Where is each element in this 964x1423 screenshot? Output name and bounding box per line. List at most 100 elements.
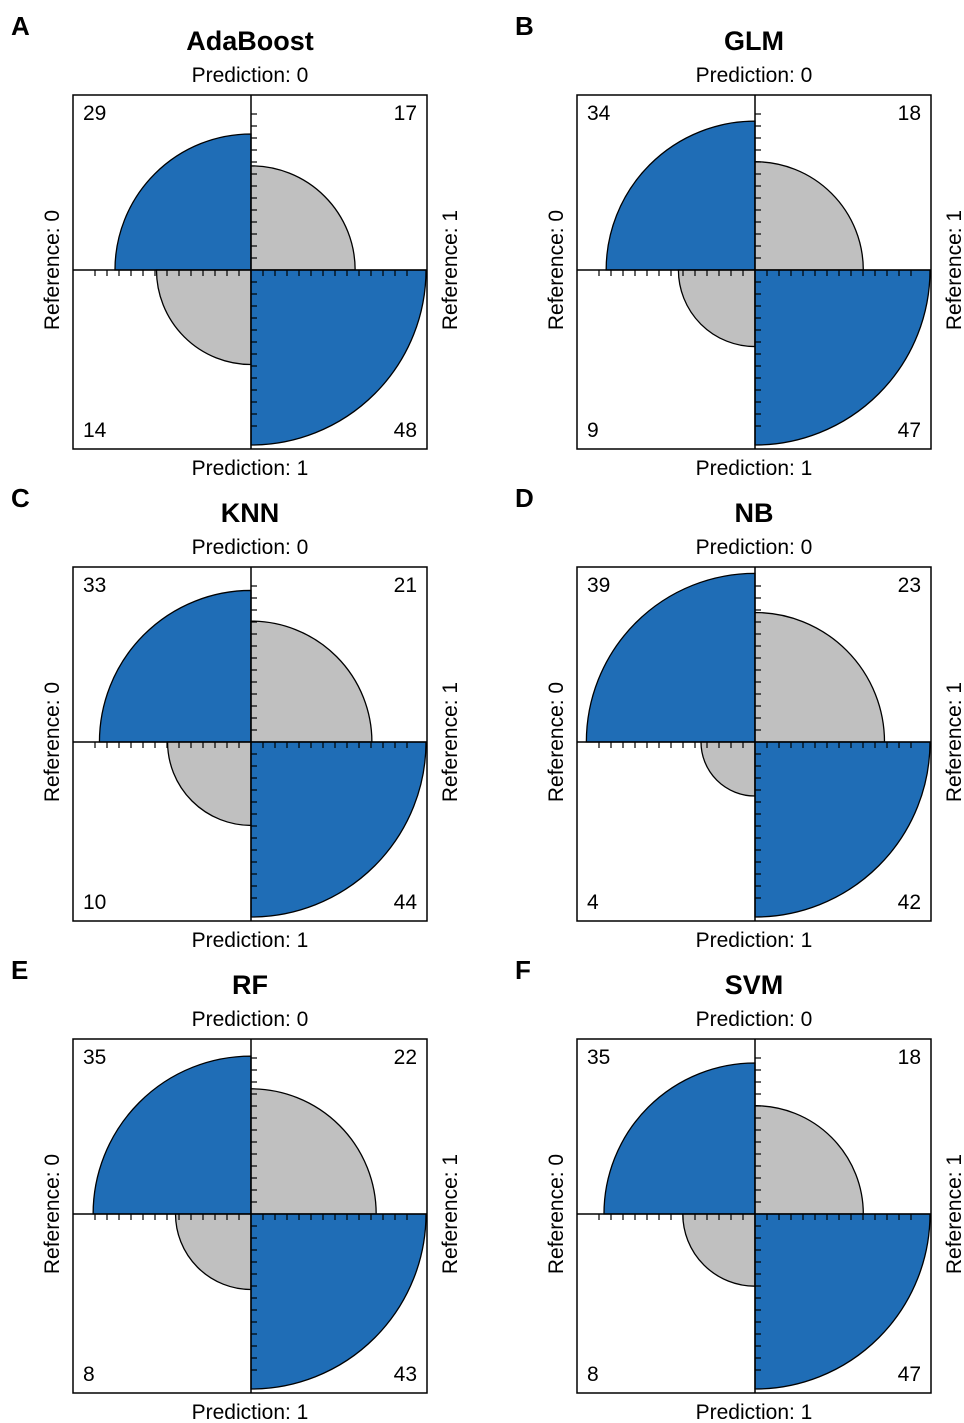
panel-letter: C [11, 483, 30, 513]
axis-ticks [94, 113, 408, 427]
top-label: Prediction: 0 [192, 1008, 309, 1031]
count-bottom-left: 9 [587, 419, 599, 442]
cell-top-left-wedge [98, 589, 252, 743]
cell-top-left-wedge [603, 1062, 756, 1215]
right-label: Reference: 1 [439, 210, 462, 330]
count-bottom-left: 10 [83, 891, 106, 914]
top-label: Prediction: 0 [192, 536, 309, 559]
count-bottom-right: 47 [898, 1363, 921, 1386]
bottom-label: Prediction: 1 [696, 929, 813, 952]
bottom-label: Prediction: 1 [696, 457, 813, 480]
axis-ticks [598, 585, 912, 899]
panel-letter: A [11, 11, 30, 41]
panel-e: E RF Prediction: 0 Prediction: 1 Reference: … [11, 955, 462, 1423]
panel-letter: F [515, 955, 531, 985]
top-label: Prediction: 0 [696, 1008, 813, 1031]
cell-bottom-left-wedge [677, 269, 756, 348]
cell-bottom-left-wedge [155, 269, 252, 366]
count-top-right: 22 [394, 1046, 417, 1069]
count-top-right: 18 [898, 102, 921, 125]
left-label: Reference: 0 [545, 210, 568, 330]
count-top-left: 29 [83, 102, 106, 125]
cell-top-right-wedge [250, 620, 373, 743]
panel-title: RF [232, 970, 268, 1000]
cell-bottom-left-wedge [174, 1213, 252, 1291]
left-label: Reference: 0 [41, 1154, 64, 1274]
cell-top-right-wedge [754, 1105, 864, 1215]
count-top-left: 33 [83, 574, 106, 597]
bottom-label: Prediction: 1 [192, 457, 309, 480]
bottom-label: Prediction: 1 [192, 1401, 309, 1423]
plot-frame [72, 566, 428, 922]
cell-top-left-wedge [605, 120, 756, 271]
cell-top-right-wedge [754, 161, 864, 271]
left-label: Reference: 0 [545, 1154, 568, 1274]
right-label: Reference: 1 [943, 1154, 964, 1274]
top-label: Prediction: 0 [696, 64, 813, 87]
count-bottom-left: 8 [587, 1363, 599, 1386]
left-label: Reference: 0 [545, 682, 568, 802]
panel-title: GLM [724, 26, 784, 56]
cell-bottom-left-wedge [700, 741, 756, 797]
axis-ticks [94, 585, 408, 899]
count-bottom-right: 44 [394, 891, 418, 914]
axis-ticks [94, 1057, 408, 1371]
panel-letter: B [515, 11, 534, 41]
top-label: Prediction: 0 [696, 536, 813, 559]
count-bottom-right: 48 [394, 419, 417, 442]
right-label: Reference: 1 [439, 1154, 462, 1274]
count-bottom-right: 42 [898, 891, 921, 914]
left-label: Reference: 0 [41, 210, 64, 330]
cell-bottom-right-wedge [754, 741, 931, 918]
panel-letter: D [515, 483, 534, 513]
cell-top-left-wedge [585, 572, 756, 743]
cell-bottom-right-wedge [754, 269, 931, 446]
panel-letter: E [11, 955, 28, 985]
count-top-right: 17 [394, 102, 417, 125]
bottom-label: Prediction: 1 [192, 929, 309, 952]
plot-frame [72, 1038, 428, 1394]
cell-top-right-wedge [250, 165, 356, 271]
plot-frame [72, 94, 428, 450]
panel-a: A AdaBoost Prediction: 0 Prediction: 1 Refer… [11, 11, 462, 480]
count-top-left: 35 [587, 1046, 610, 1069]
cell-bottom-right-wedge [250, 269, 427, 446]
cell-bottom-right-wedge [250, 741, 427, 918]
left-label: Reference: 0 [41, 682, 64, 802]
count-bottom-left: 8 [83, 1363, 95, 1386]
right-label: Reference: 1 [943, 210, 964, 330]
count-top-right: 23 [898, 574, 921, 597]
count-bottom-right: 47 [898, 419, 921, 442]
cell-bottom-right-wedge [754, 1213, 931, 1390]
count-bottom-right: 43 [394, 1363, 417, 1386]
count-top-right: 18 [898, 1046, 921, 1069]
plot-frame [576, 94, 932, 450]
top-label: Prediction: 0 [192, 64, 309, 87]
cell-top-right-wedge [250, 1088, 377, 1215]
right-label: Reference: 1 [439, 682, 462, 802]
panel-d: D NB Prediction: 0 Prediction: 1 Reference: … [515, 483, 964, 952]
count-top-left: 39 [587, 574, 610, 597]
cell-top-left-wedge [92, 1055, 252, 1215]
cell-top-left-wedge [114, 133, 252, 271]
count-top-left: 35 [83, 1046, 106, 1069]
panel-title: KNN [221, 498, 280, 528]
count-top-left: 34 [587, 102, 611, 125]
panel-title: SVM [725, 970, 784, 1000]
cell-bottom-left-wedge [166, 741, 252, 827]
panel-c: C KNN Prediction: 0 Prediction: 1 Reference:… [11, 483, 462, 952]
axis-ticks [598, 1057, 912, 1371]
panel-f: F SVM Prediction: 0 Prediction: 1 Reference:… [515, 955, 964, 1423]
plot-frame [576, 566, 932, 922]
bottom-label: Prediction: 1 [696, 1401, 813, 1423]
panel-b: B GLM Prediction: 0 Prediction: 1 Reference:… [515, 11, 964, 480]
count-bottom-left: 14 [83, 419, 107, 442]
count-top-right: 21 [394, 574, 417, 597]
right-label: Reference: 1 [943, 682, 964, 802]
panel-title: NB [735, 498, 774, 528]
panel-title: AdaBoost [186, 26, 314, 56]
cell-bottom-right-wedge [250, 1213, 427, 1390]
plot-frame [576, 1038, 932, 1394]
count-bottom-left: 4 [587, 891, 599, 914]
